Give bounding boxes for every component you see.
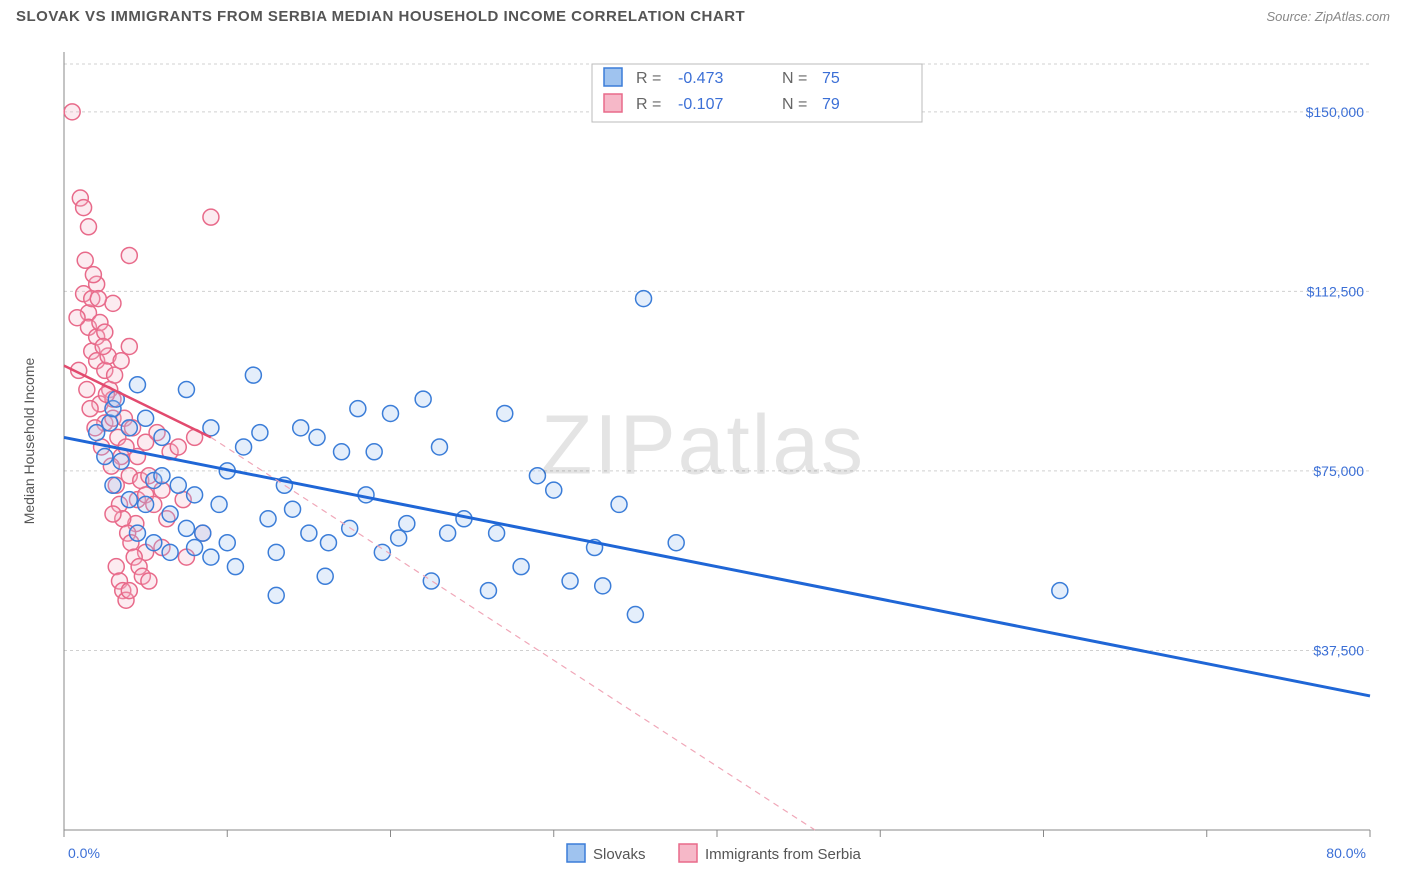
svg-text:79: 79	[822, 96, 840, 113]
svg-text:80.0%: 80.0%	[1326, 845, 1366, 861]
svg-text:Median Household Income: Median Household Income	[21, 358, 37, 525]
svg-text:N =: N =	[782, 70, 807, 87]
header: SLOVAK VS IMMIGRANTS FROM SERBIA MEDIAN …	[0, 0, 1406, 29]
svg-text:-0.473: -0.473	[678, 70, 723, 87]
svg-text:0.0%: 0.0%	[68, 845, 100, 861]
svg-text:$112,500: $112,500	[1307, 283, 1365, 299]
svg-text:-0.107: -0.107	[678, 96, 723, 113]
svg-text:R =: R =	[636, 96, 661, 113]
svg-text:$37,500: $37,500	[1313, 642, 1364, 658]
svg-text:$75,000: $75,000	[1313, 463, 1364, 479]
chart-container: 0.0% 80.0% $37,500 $75,000 $112,500 $150,000 M…	[16, 42, 1390, 882]
svg-text:R =: R =	[636, 70, 661, 87]
svg-text:Slovaks: Slovaks	[593, 846, 646, 863]
chart-title: SLOVAK VS IMMIGRANTS FROM SERBIA MEDIAN …	[16, 8, 745, 25]
correlation-chart: 0.0% 80.0% $37,500 $75,000 $112,500 $150,000 M…	[16, 42, 1390, 882]
svg-text:$150,000: $150,000	[1306, 104, 1365, 120]
source-label: Source: ZipAtlas.com	[1266, 9, 1390, 24]
svg-text:75: 75	[822, 70, 840, 87]
svg-text:N =: N =	[782, 96, 807, 113]
svg-text:Immigrants from Serbia: Immigrants from Serbia	[705, 846, 862, 863]
